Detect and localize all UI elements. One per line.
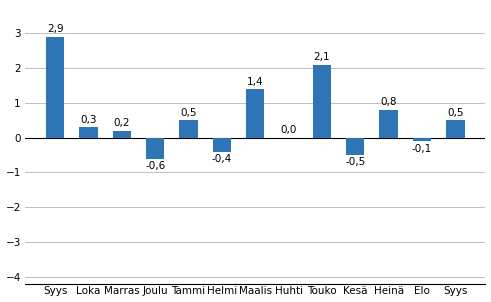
Bar	[313, 65, 331, 138]
Text: -0,1: -0,1	[412, 143, 432, 154]
Text: 0,2: 0,2	[113, 118, 130, 128]
Bar	[446, 120, 464, 138]
Text: 2,1: 2,1	[314, 52, 330, 62]
Bar	[246, 89, 265, 138]
Text: -0,6: -0,6	[145, 161, 165, 171]
Text: 0,8: 0,8	[381, 98, 397, 108]
Text: 2,9: 2,9	[47, 24, 63, 34]
Bar	[80, 127, 98, 138]
Bar	[113, 131, 131, 138]
Bar	[346, 138, 364, 155]
Text: 0,5: 0,5	[447, 108, 464, 118]
Bar	[380, 110, 398, 138]
Text: 0,3: 0,3	[81, 115, 97, 125]
Bar	[179, 120, 198, 138]
Text: -0,5: -0,5	[345, 157, 365, 168]
Text: 0,5: 0,5	[180, 108, 197, 118]
Bar	[46, 37, 64, 138]
Bar	[413, 138, 431, 141]
Text: -0,4: -0,4	[212, 154, 232, 164]
Bar	[213, 138, 231, 152]
Bar	[146, 138, 164, 159]
Text: 1,4: 1,4	[247, 76, 264, 87]
Text: 0,0: 0,0	[280, 125, 297, 135]
